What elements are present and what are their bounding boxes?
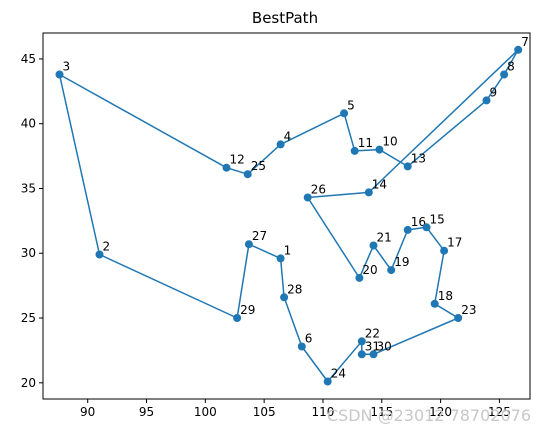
city-point-11: [350, 146, 359, 155]
city-label-9: 9: [490, 85, 498, 99]
city-label-6: 6: [305, 332, 313, 346]
x-tick-label-120: 120: [429, 405, 452, 419]
city-point-28: [280, 293, 289, 302]
city-point-5: [340, 109, 349, 118]
city-point-23: [454, 314, 463, 322]
x-tick-label-110: 110: [312, 405, 335, 419]
city-label-27: 27: [252, 229, 267, 243]
city-point-18: [430, 299, 439, 308]
city-label-28: 28: [287, 282, 302, 296]
city-point-13: [403, 162, 412, 171]
city-point-2: [95, 250, 104, 259]
city-point-20: [355, 273, 364, 282]
city-label-1: 1: [284, 243, 292, 257]
city-label-12: 12: [230, 153, 245, 167]
city-label-22: 22: [365, 326, 380, 340]
city-point-8: [500, 70, 509, 79]
city-label-30: 30: [377, 339, 392, 353]
city-label-20: 20: [362, 263, 377, 277]
city-point-27: [244, 240, 253, 249]
city-point-4: [276, 140, 285, 149]
city-point-6: [297, 342, 306, 351]
city-label-7: 7: [521, 35, 529, 49]
city-label-15: 15: [430, 212, 445, 226]
city-point-7: [514, 45, 523, 54]
y-tick-label-35: 35: [21, 181, 36, 195]
city-point-31: [357, 350, 366, 359]
x-tick-label-105: 105: [253, 405, 276, 419]
x-tick-label-100: 100: [194, 405, 217, 419]
y-tick-label-25: 25: [21, 311, 36, 325]
city-point-29: [233, 314, 242, 322]
city-point-17: [440, 246, 449, 255]
city-label-17: 17: [447, 236, 462, 250]
city-label-31: 31: [365, 339, 380, 353]
city-point-1: [276, 254, 285, 263]
city-point-26: [303, 193, 312, 202]
y-tick-label-20: 20: [21, 376, 36, 390]
city-label-24: 24: [331, 367, 346, 381]
city-point-10: [375, 145, 384, 154]
city-label-5: 5: [347, 98, 355, 112]
city-point-3: [55, 70, 64, 79]
watermark-text: CSDN @23012 78702076: [327, 406, 531, 425]
city-point-24: [323, 377, 332, 386]
path-line: [58, 49, 519, 383]
city-label-2: 2: [103, 240, 111, 254]
city-label-4: 4: [284, 129, 292, 143]
city-point-16: [403, 225, 412, 234]
city-label-26: 26: [311, 183, 326, 197]
x-tick-label-95: 95: [139, 405, 154, 419]
city-label-3: 3: [63, 60, 71, 74]
city-point-14: [364, 188, 373, 197]
city-point-22: [357, 337, 366, 346]
x-tick-label-90: 90: [80, 405, 95, 419]
city-point-19: [387, 266, 396, 275]
city-point-12: [222, 163, 231, 172]
city-label-29: 29: [240, 303, 255, 317]
city-point-15: [422, 223, 431, 232]
city-label-18: 18: [438, 289, 453, 303]
plot-frame: [42, 32, 531, 400]
city-point-30: [369, 350, 378, 359]
chart-title: BestPath: [252, 9, 318, 27]
city-label-21: 21: [377, 231, 392, 245]
x-tick-label-125: 125: [488, 405, 511, 419]
city-label-23: 23: [461, 303, 476, 317]
y-tick-label-45: 45: [21, 52, 36, 66]
x-tick-label-115: 115: [370, 405, 393, 419]
city-label-10: 10: [382, 135, 397, 149]
city-label-11: 11: [358, 136, 373, 150]
y-tick-label-40: 40: [21, 117, 36, 131]
city-label-14: 14: [372, 177, 387, 191]
city-label-16: 16: [411, 215, 426, 229]
city-point-21: [369, 241, 378, 250]
city-label-25: 25: [251, 159, 266, 173]
y-tick-label-30: 30: [21, 246, 36, 260]
city-point-25: [243, 170, 252, 179]
city-label-8: 8: [507, 60, 515, 74]
city-label-13: 13: [411, 151, 426, 165]
city-label-19: 19: [394, 255, 409, 269]
city-point-9: [482, 96, 491, 105]
